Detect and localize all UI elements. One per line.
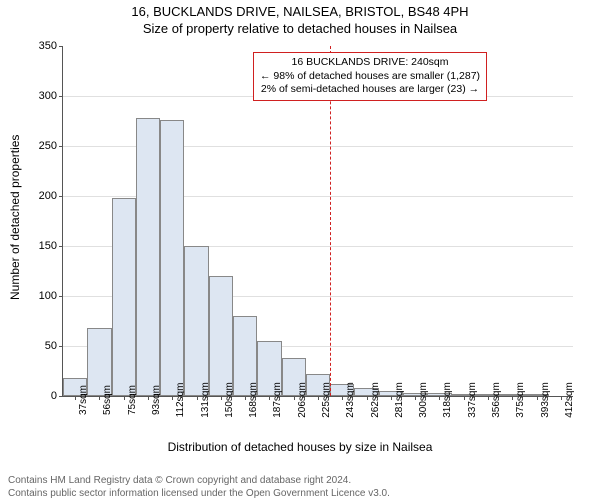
- xtick-label: 412sqm: [564, 382, 575, 418]
- xtick-mark: [342, 396, 343, 400]
- footer-line: Contains HM Land Registry data © Crown c…: [8, 475, 390, 488]
- ytick-mark: [59, 396, 63, 397]
- ytick-label: 0: [51, 390, 57, 402]
- xtick-mark: [488, 396, 489, 400]
- histogram-bar: [209, 276, 233, 396]
- xtick-label: 281sqm: [394, 382, 405, 418]
- xtick-mark: [439, 396, 440, 400]
- xtick-label: 337sqm: [467, 382, 478, 418]
- xtick-label: 375sqm: [515, 382, 526, 418]
- xtick-mark: [561, 396, 562, 400]
- ytick-label: 200: [39, 190, 57, 202]
- ytick-label: 150: [39, 240, 57, 252]
- callout-line: 2% of semi-detached houses are larger (2…: [260, 83, 480, 97]
- callout-line: 16 BUCKLANDS DRIVE: 240sqm: [260, 56, 480, 70]
- ytick-label: 350: [39, 40, 57, 52]
- xtick-mark: [221, 396, 222, 400]
- xtick-mark: [148, 396, 149, 400]
- xtick-label: 262sqm: [370, 382, 381, 418]
- ytick-mark: [59, 296, 63, 297]
- ytick-mark: [59, 196, 63, 197]
- page-subtitle: Size of property relative to detached ho…: [0, 21, 600, 36]
- xtick-mark: [391, 396, 392, 400]
- xtick-mark: [99, 396, 100, 400]
- xtick-mark: [172, 396, 173, 400]
- ytick-mark: [59, 96, 63, 97]
- ytick-mark: [59, 46, 63, 47]
- histogram-bar: [184, 246, 208, 396]
- y-axis-label: Number of detached properties: [8, 135, 22, 300]
- ytick-mark: [59, 146, 63, 147]
- xtick-mark: [512, 396, 513, 400]
- page-title: 16, BUCKLANDS DRIVE, NAILSEA, BRISTOL, B…: [0, 4, 600, 19]
- xtick-mark: [294, 396, 295, 400]
- xtick-label: 318sqm: [442, 382, 453, 418]
- xtick-mark: [75, 396, 76, 400]
- histogram-bar: [112, 198, 136, 396]
- xtick-mark: [537, 396, 538, 400]
- ytick-label: 50: [45, 340, 57, 352]
- xtick-label: 356sqm: [491, 382, 502, 418]
- xtick-mark: [318, 396, 319, 400]
- footer-attribution: Contains HM Land Registry data © Crown c…: [8, 475, 390, 500]
- xtick-mark: [245, 396, 246, 400]
- xtick-mark: [367, 396, 368, 400]
- xtick-mark: [464, 396, 465, 400]
- xtick-label: 393sqm: [540, 382, 551, 418]
- chart-container: Number of detached properties 0501001502…: [0, 40, 600, 450]
- reference-callout: 16 BUCKLANDS DRIVE: 240sqm ← 98% of deta…: [253, 52, 487, 101]
- histogram-bar: [136, 118, 160, 396]
- footer-line: Contains public sector information licen…: [8, 488, 390, 501]
- callout-line: ← 98% of detached houses are smaller (1,…: [260, 70, 480, 84]
- histogram-bar: [160, 120, 184, 396]
- xtick-mark: [124, 396, 125, 400]
- xtick-label: 300sqm: [418, 382, 429, 418]
- ytick-label: 250: [39, 140, 57, 152]
- xtick-mark: [415, 396, 416, 400]
- ytick-mark: [59, 246, 63, 247]
- xtick-mark: [269, 396, 270, 400]
- plot-area: 05010015020025030035037sqm56sqm75sqm93sq…: [62, 46, 573, 397]
- ytick-label: 300: [39, 90, 57, 102]
- xtick-mark: [197, 396, 198, 400]
- ytick-mark: [59, 346, 63, 347]
- x-axis-label: Distribution of detached houses by size …: [0, 440, 600, 454]
- ytick-label: 100: [39, 290, 57, 302]
